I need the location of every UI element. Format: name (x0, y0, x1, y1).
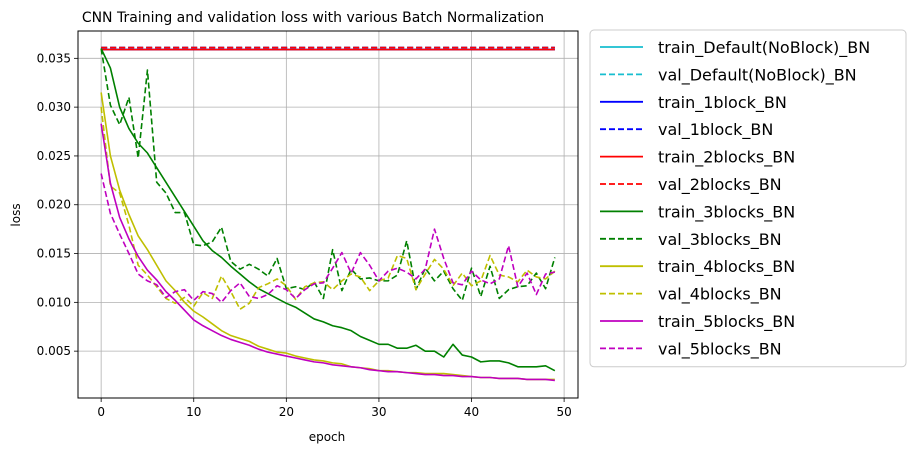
y-tick-label: 0.020 (37, 198, 71, 212)
series-line-train-3blocks-bn (100, 48, 556, 372)
legend-box (589, 29, 907, 368)
legend-label: train_3blocks_BN (658, 202, 795, 222)
x-tick-label: 10 (186, 405, 201, 419)
legend-label: train_2blocks_BN (658, 148, 795, 168)
y-tick-label: 0.005 (37, 344, 71, 358)
series-lines (100, 46, 556, 382)
x-axis-label: epoch (309, 430, 346, 444)
legend: train_Default(NoBlock)_BN val_Default(NoB… (589, 29, 907, 368)
legend-label: val_4blocks_BN (658, 285, 782, 305)
x-tick-label: 30 (371, 405, 386, 419)
series-line-train-4blocks-bn (100, 92, 555, 381)
legend-label: train_Default(NoBlock)_BN (658, 38, 870, 58)
y-axis-label: loss (9, 203, 23, 226)
plot-frame (77, 30, 579, 399)
x-tick-label: 40 (464, 405, 479, 419)
y-tick-label: 0.010 (37, 295, 71, 309)
y-tick-label: 0.025 (37, 149, 71, 163)
series-line-train-5blocks-bn (100, 123, 555, 382)
legend-label: val_1block_BN (658, 120, 773, 140)
grid (78, 31, 578, 398)
legend-label: train_4blocks_BN (658, 257, 795, 277)
legend-label: val_Default(NoBlock)_BN (658, 65, 857, 85)
legend-label: val_5blocks_BN (658, 339, 782, 359)
y-axis: 0.005 0.010 0.015 0.020 0.025 0.030 0.035 (37, 51, 78, 358)
x-tick-label: 20 (279, 405, 294, 419)
series-line-val-3blocks-bn (100, 48, 556, 302)
x-tick-label: 0 (97, 405, 105, 419)
y-tick-label: 0.015 (37, 247, 71, 261)
x-axis: 0 10 20 30 40 50 (97, 398, 572, 419)
y-tick-label: 0.035 (37, 51, 71, 65)
y-tick-label: 0.030 (37, 100, 71, 114)
legend-label: val_2blocks_BN (658, 175, 782, 195)
x-tick-label: 50 (556, 405, 571, 419)
series-line-val-5blocks-bn (100, 173, 556, 304)
legend-label: train_5blocks_BN (658, 312, 795, 332)
legend-label: val_3blocks_BN (658, 230, 782, 250)
legend-label: train_1block_BN (658, 93, 787, 113)
chart-title: CNN Training and validation loss with va… (82, 10, 544, 26)
